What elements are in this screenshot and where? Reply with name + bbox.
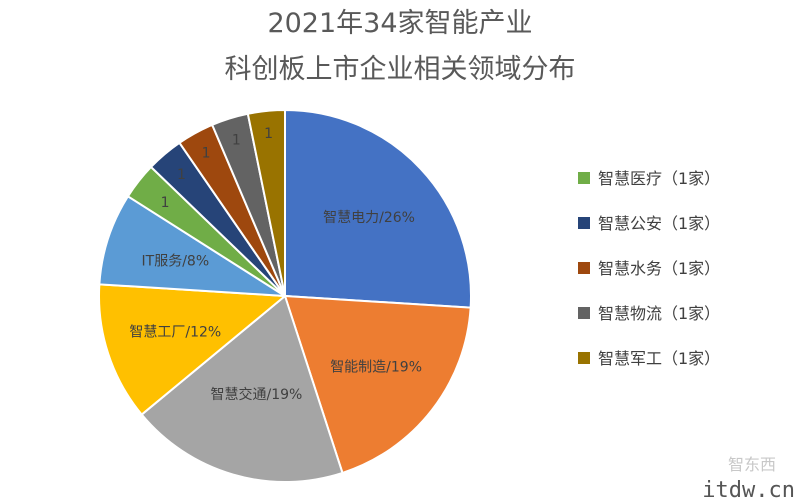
pie-slice <box>246 108 286 297</box>
pie-slice <box>284 108 472 309</box>
legend-swatch <box>578 172 590 184</box>
pie-slice <box>140 294 344 483</box>
pie-slice-label: 1 <box>264 126 273 142</box>
legend-swatch <box>578 307 590 319</box>
pie-slice <box>98 194 286 297</box>
pie-slice-label: 1 <box>232 133 241 149</box>
pie-slice <box>283 294 472 475</box>
pie-slice-label: 智慧交通/19% <box>211 386 303 403</box>
legend-label: 智慧军工（1家） <box>598 349 720 368</box>
legend-swatch <box>578 262 590 274</box>
watermark-logo: 智东西 <box>728 455 776 474</box>
pie-slice <box>98 283 288 416</box>
legend-label: 智慧物流（1家） <box>598 304 720 323</box>
chart-title-line-1: 2021年34家智能产业 <box>267 8 532 39</box>
pie-labels: 智慧电力/26% 智能制造/19% 智慧交通/19% 智慧工厂/12% IT服务/8% 1… <box>129 126 422 403</box>
watermark-site: itdw.cn <box>702 478 795 502</box>
pie-slice-label: 1 <box>177 167 186 183</box>
legend-label: 智慧医疗（1家） <box>598 169 720 188</box>
pie-slice-label: 智慧工厂/12% <box>129 325 221 341</box>
pie-slice-label: 智慧电力/26% <box>323 210 415 226</box>
pie-slice-label: 1 <box>161 195 170 211</box>
legend-label: 智慧公安（1家） <box>598 214 720 233</box>
legend-swatch <box>578 352 590 364</box>
pie-slice-label: 1 <box>202 146 211 162</box>
chart-title-line-2: 科创板上市企业相关领域分布 <box>225 54 576 85</box>
pie-slice-label: 智能制造/19% <box>330 360 422 376</box>
legend-label: 智慧水务（1家） <box>598 259 720 278</box>
legend: 智慧医疗（1家） 智慧公安（1家） 智慧水务（1家） 智慧物流（1家） 智慧军工（1家） <box>578 169 720 368</box>
pie-slices <box>98 108 472 483</box>
legend-swatch <box>578 217 590 229</box>
pie-slice-label: IT服务/8% <box>142 253 210 269</box>
